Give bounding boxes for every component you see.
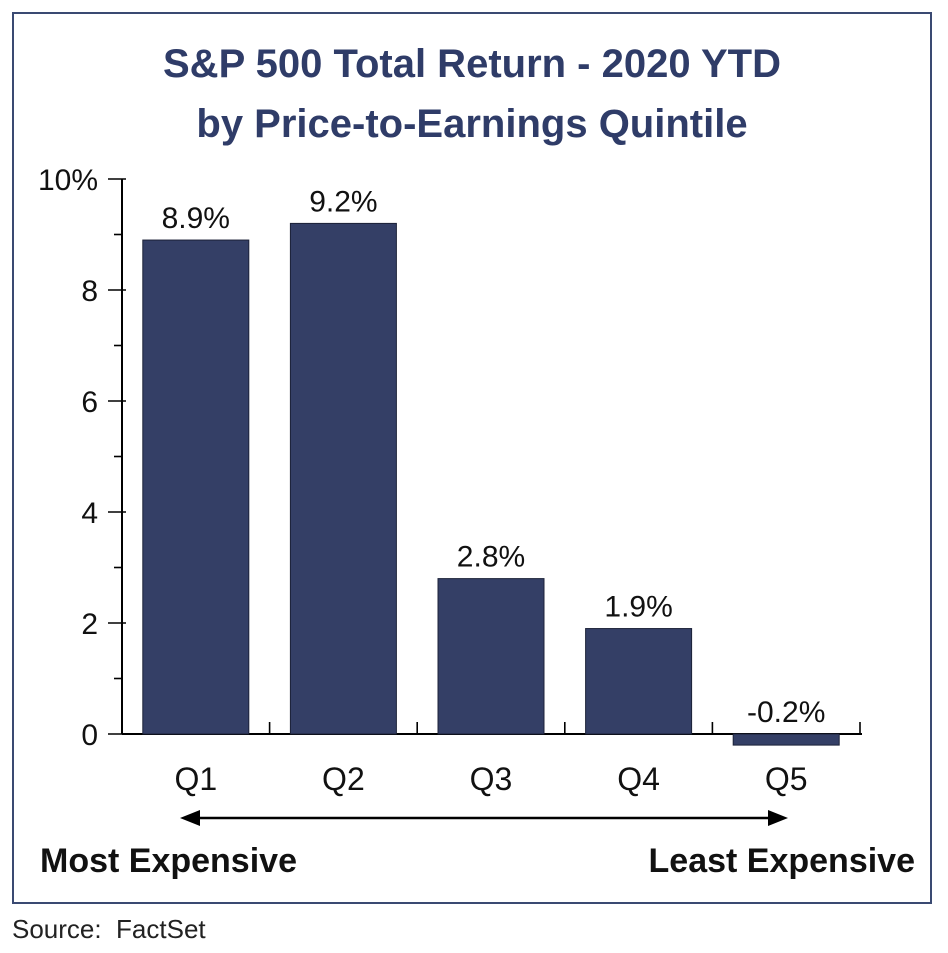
- least-expensive-label: Least Expensive: [649, 842, 915, 880]
- y-tick-label: 0: [81, 719, 98, 752]
- y-tick-label: 10%: [38, 164, 98, 197]
- y-tick-label: 8: [81, 275, 98, 308]
- bar-q3: [437, 578, 545, 735]
- data-label-q4: 1.9%: [604, 591, 672, 624]
- category-label-q3: Q3: [470, 761, 513, 797]
- bar-q1: [142, 239, 250, 735]
- chart-title: S&P 500 Total Return - 2020 YTD by Price…: [12, 34, 932, 154]
- y-tick-label: 4: [81, 497, 98, 530]
- chart-title-line-1: S&P 500 Total Return - 2020 YTD: [163, 42, 781, 86]
- most-expensive-label: Most Expensive: [40, 842, 297, 880]
- category-label-q1: Q1: [174, 761, 217, 797]
- category-label-q4: Q4: [617, 761, 660, 797]
- spectrum-arrow: [180, 810, 788, 826]
- bar-q2: [289, 222, 397, 735]
- bar-q5: [732, 733, 840, 746]
- data-label-q2: 9.2%: [309, 185, 377, 218]
- source-note: Source: FactSet: [12, 914, 206, 944]
- y-tick-label: 2: [81, 608, 98, 641]
- bar-q4: [585, 628, 693, 735]
- chart-title-line-2: by Price-to-Earnings Quintile: [196, 102, 748, 146]
- data-label-q3: 2.8%: [457, 541, 525, 574]
- category-label-q2: Q2: [322, 761, 365, 797]
- category-label-q5: Q5: [765, 761, 808, 797]
- data-label-q1: 8.9%: [162, 202, 230, 235]
- y-tick-label: 6: [81, 386, 98, 419]
- data-label-q5: -0.2%: [747, 696, 825, 729]
